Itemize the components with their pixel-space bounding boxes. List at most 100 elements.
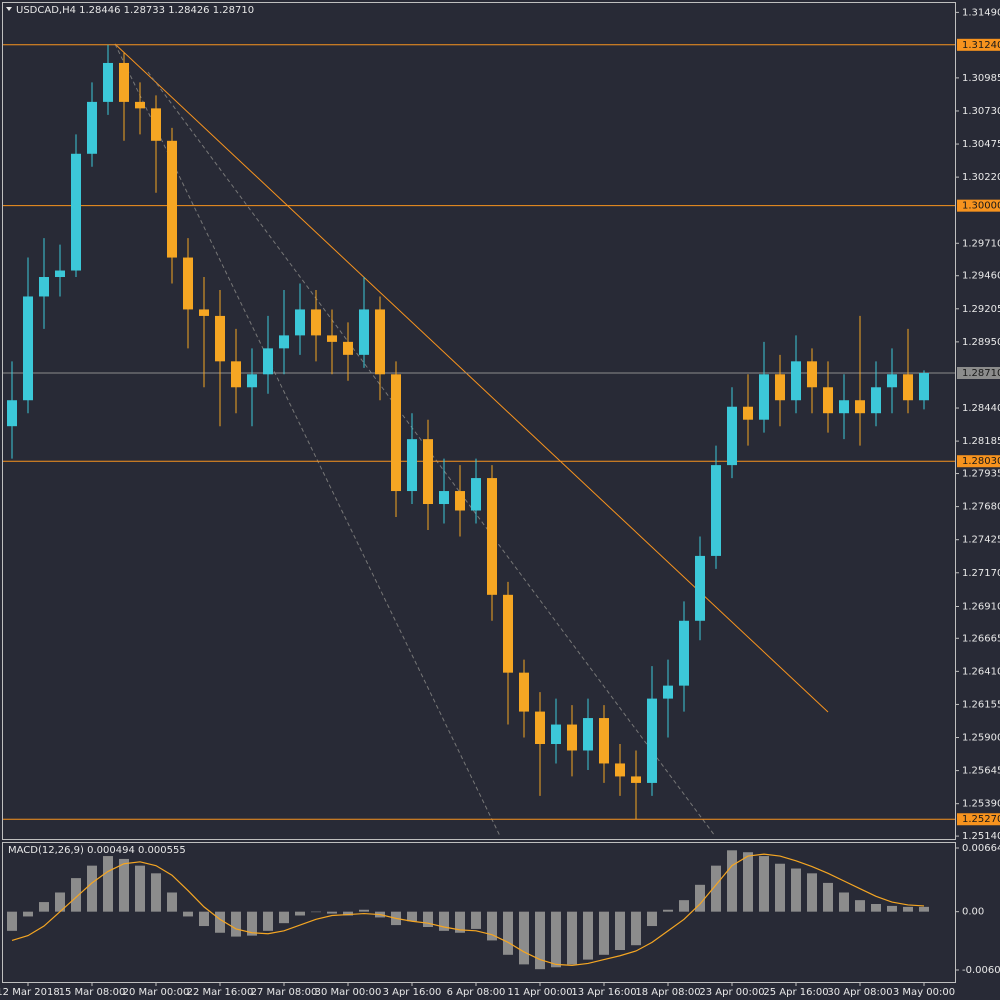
y-tick-label: 1.30730 [962, 106, 1000, 117]
candle-body [903, 374, 913, 401]
candle-body [839, 400, 849, 414]
macd-bar [711, 865, 721, 912]
macd-bar [295, 911, 305, 916]
macd-bar [695, 884, 705, 912]
macd-bar [23, 911, 33, 917]
x-tick-label: 25 Apr 16:00 [763, 987, 828, 998]
candle-body [695, 555, 705, 621]
y-tick-label: 1.26155 [962, 699, 1000, 710]
x-tick-label: 15 Mar 08:00 [59, 987, 126, 998]
candle-body [103, 62, 113, 102]
macd-bar [775, 863, 785, 912]
candle-body [551, 724, 561, 745]
macd-bar [759, 856, 769, 912]
macd-bar [215, 911, 225, 933]
y-tick-label: 1.28950 [962, 337, 1000, 348]
macd-bar [135, 865, 145, 912]
macd-bar [807, 873, 817, 912]
y-tick-label: 1.26910 [962, 602, 1000, 613]
y-tick-label: 1.29710 [962, 238, 1000, 249]
candle-body [279, 335, 289, 349]
macd-bar [343, 911, 353, 916]
macd-title: MACD(12,26,9) 0.000494 0.000555 [8, 845, 186, 856]
x-tick-label: 30 Apr 08:00 [827, 987, 892, 998]
macd-bar [903, 906, 913, 912]
candle-body [167, 140, 177, 258]
y-tick-label: 1.28440 [962, 403, 1000, 414]
level-label-box [957, 199, 1000, 212]
y-tick-label: 1.25140 [962, 831, 1000, 842]
candle-body [919, 373, 929, 401]
macd-bar [423, 911, 433, 928]
candle-body [823, 387, 833, 414]
candle-body [135, 101, 145, 109]
candle-body [23, 296, 33, 401]
macd-bar [263, 911, 273, 931]
macd-bar [839, 892, 849, 912]
y-tick-label: 0.00 [962, 907, 984, 918]
candle-body [727, 406, 737, 466]
candle-body [7, 400, 17, 427]
macd-bar [887, 905, 897, 912]
candle-body [615, 763, 625, 777]
macd-bar [663, 909, 673, 912]
x-tick-label: 23 Apr 00:00 [699, 987, 764, 998]
level-label-box [957, 455, 1000, 468]
level-label-box [957, 38, 1000, 51]
y-tick-label: 1.25645 [962, 766, 1000, 777]
macd-bar [327, 911, 337, 914]
macd-bar [55, 892, 65, 912]
macd-bar [743, 852, 753, 912]
macd-bar [199, 911, 209, 927]
y-tick-label: 1.25390 [962, 799, 1000, 810]
x-tick-label: 13 Apr 16:00 [571, 987, 636, 998]
candle-body [679, 620, 689, 686]
candle-body [871, 387, 881, 414]
macd-bar [535, 911, 545, 970]
y-tick-label: 1.27680 [962, 502, 1000, 513]
x-tick-label: 6 Apr 08:00 [447, 987, 506, 998]
candle-body [791, 361, 801, 401]
candle-body [327, 335, 337, 342]
macd-bar [583, 911, 593, 960]
level-label-box [957, 813, 1000, 826]
macd-bar [919, 906, 929, 912]
candle-body [375, 309, 385, 375]
macd-bar [727, 850, 737, 912]
candle-body [263, 348, 273, 375]
y-tick-label: 1.30985 [962, 73, 1000, 84]
macd-bar [471, 911, 481, 929]
y-tick-label: 1.30220 [962, 172, 1000, 183]
x-tick-label: 3 Apr 16:00 [383, 987, 442, 998]
macd-bar [183, 911, 193, 917]
x-tick-label: 11 Apr 00:00 [507, 987, 572, 998]
candle-body [151, 108, 161, 141]
macd-bar [87, 865, 97, 912]
candle-body [407, 439, 417, 492]
y-tick-label: 1.31490 [962, 7, 1000, 18]
candle-body [55, 270, 65, 278]
x-tick-label: 27 Mar 08:00 [251, 987, 318, 998]
x-tick-label: 3 May 00:00 [893, 987, 955, 998]
candle-body [183, 257, 193, 310]
chart-title: USDCAD,H4 1.28446 1.28733 1.28426 1.2871… [16, 5, 254, 16]
candle-body [599, 718, 609, 764]
candle-body [311, 309, 321, 336]
candle-body [535, 711, 545, 745]
macd-bar [119, 858, 129, 912]
macd-bar [247, 911, 257, 936]
level-label: 1.28710 [962, 368, 1000, 379]
candle-body [295, 309, 305, 336]
candle-body [391, 374, 401, 492]
candle-body [775, 374, 785, 401]
macd-bar [167, 892, 177, 912]
candle-body [39, 277, 49, 297]
macd-bar [279, 911, 289, 924]
macd-bar [359, 909, 369, 912]
candle-body [343, 341, 353, 355]
candle-body [519, 672, 529, 712]
macd-bar [855, 900, 865, 912]
